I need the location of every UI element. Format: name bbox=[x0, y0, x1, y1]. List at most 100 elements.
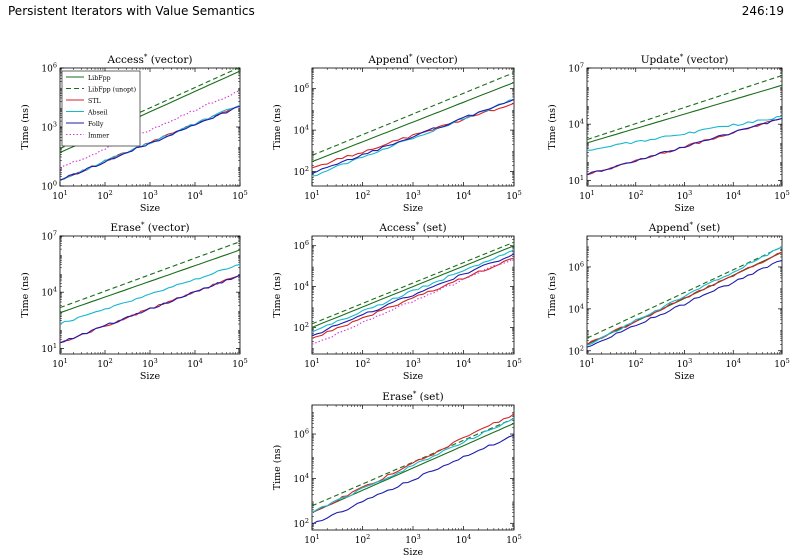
x-tick-label: 103 bbox=[677, 357, 693, 370]
x-tick-label: 103 bbox=[142, 189, 158, 202]
y-tick-label: 104 bbox=[568, 302, 584, 315]
y-tick-label: 102 bbox=[293, 321, 309, 334]
chart-append-vector: Append* (vector) 101 102 103 104 105 102 104 106… bbox=[272, 53, 522, 214]
y-tick-label: 107 bbox=[41, 230, 57, 243]
series-line-libfpp bbox=[59, 249, 241, 314]
legend-entry: STL bbox=[88, 98, 102, 105]
y-tick-label: 100 bbox=[41, 180, 57, 193]
series-line-folly bbox=[311, 253, 515, 337]
x-tick-label: 103 bbox=[405, 533, 421, 546]
x-tick-label: 102 bbox=[628, 357, 644, 370]
series-line-immer bbox=[59, 90, 241, 169]
legend: LibFpp LibFpp (unopt) STL Abseil Folly Immer bbox=[61, 70, 141, 147]
y-tick-label: 104 bbox=[41, 286, 57, 299]
x-tick-label: 102 bbox=[355, 189, 371, 202]
series-line-folly bbox=[311, 98, 515, 175]
x-tick-label: 102 bbox=[355, 357, 371, 370]
chart-title: Access* (vector) bbox=[107, 53, 193, 66]
x-tick-label: 101 bbox=[304, 533, 320, 546]
x-tick-label: 104 bbox=[456, 189, 472, 202]
x-tick-label: 101 bbox=[52, 189, 68, 202]
series-line-abseil bbox=[586, 115, 783, 151]
legend-entry: LibFpp bbox=[88, 75, 111, 82]
series-line-abseil bbox=[59, 263, 241, 325]
x-tick-label: 105 bbox=[774, 189, 790, 202]
y-tick-label: 102 bbox=[293, 165, 309, 178]
x-tick-label: 101 bbox=[304, 189, 320, 202]
x-tick-label: 103 bbox=[405, 357, 421, 370]
series-line-stl bbox=[311, 102, 515, 169]
x-tick-label: 102 bbox=[97, 189, 113, 202]
y-tick-label: 101 bbox=[41, 342, 57, 355]
x-tick-label: 103 bbox=[677, 189, 693, 202]
y-tick-label: 102 bbox=[568, 344, 584, 357]
series-line-libfpp-unopt bbox=[586, 74, 783, 141]
chart-title: Append* (set) bbox=[648, 221, 721, 234]
x-tick-label: 101 bbox=[52, 357, 68, 370]
x-axis-label: Size bbox=[403, 203, 424, 214]
legend-entry: Immer bbox=[88, 133, 110, 140]
y-axis-label: Time (ns) bbox=[20, 272, 31, 317]
series-line-folly bbox=[59, 105, 241, 181]
x-tick-label: 104 bbox=[456, 357, 472, 370]
x-tick-label: 104 bbox=[725, 357, 741, 370]
x-tick-label: 103 bbox=[142, 357, 158, 370]
chart-title: Erase* (vector) bbox=[110, 221, 189, 234]
y-tick-label: 106 bbox=[41, 62, 57, 75]
series-line-folly bbox=[586, 260, 783, 348]
y-tick-label: 104 bbox=[293, 472, 309, 485]
series-line-stl bbox=[311, 257, 515, 339]
series-line-libfpp-unopt bbox=[311, 417, 515, 507]
chart-title: Append* (vector) bbox=[367, 53, 457, 66]
series-line-libfpp-unopt bbox=[59, 241, 241, 309]
y-axis-label: Time (ns) bbox=[272, 445, 283, 490]
plot-frame bbox=[59, 235, 241, 355]
y-tick-label: 102 bbox=[293, 517, 309, 530]
series-line-folly bbox=[59, 274, 241, 344]
y-tick-label: 106 bbox=[293, 82, 309, 95]
chart-access-set: Access* (set) 101 102 103 104 105 102 104 106 Siz… bbox=[272, 221, 522, 382]
y-tick-label: 104 bbox=[293, 124, 309, 137]
y-tick-label: 104 bbox=[568, 118, 584, 131]
legend-entry: LibFpp (unopt) bbox=[88, 87, 136, 94]
chart-append-set: Append* (set)101 102 103 104 105102104106Siz… bbox=[547, 221, 790, 382]
series-line-abseil bbox=[586, 246, 783, 346]
x-axis-label: Size bbox=[674, 371, 695, 382]
y-tick-label: 103 bbox=[41, 121, 57, 134]
y-axis-label: Time (ns) bbox=[547, 104, 558, 149]
series-line-abseil bbox=[59, 104, 241, 181]
series-line-libfpp bbox=[311, 81, 515, 163]
legend-entry: Abseil bbox=[87, 110, 108, 117]
series-line-libfpp-unopt bbox=[311, 72, 515, 156]
x-tick-label: 104 bbox=[187, 357, 203, 370]
chart-access-vector: Access* (vector) 101 102 103 104 105 100 103 106… bbox=[20, 53, 248, 214]
x-tick-label: 105 bbox=[506, 189, 522, 202]
plot-frame bbox=[311, 67, 515, 187]
series-line-abseil bbox=[311, 249, 515, 333]
legend-box bbox=[61, 70, 141, 147]
y-axis-label: Time (ns) bbox=[272, 104, 283, 149]
x-axis-label: Size bbox=[140, 371, 161, 382]
y-tick-label: 106 bbox=[293, 428, 309, 441]
page-header: Persistent Iterators with Value Semantic… bbox=[8, 4, 784, 22]
y-tick-label: 106 bbox=[568, 260, 584, 273]
x-tick-label: 104 bbox=[456, 533, 472, 546]
series-line-libfpp bbox=[311, 422, 515, 514]
y-axis-label: Time (ns) bbox=[272, 272, 283, 317]
x-tick-label: 102 bbox=[355, 533, 371, 546]
series-line-abseil bbox=[311, 417, 515, 514]
chart-title: Erase* (set) bbox=[382, 390, 443, 403]
x-tick-label: 105 bbox=[232, 357, 248, 370]
x-tick-label: 104 bbox=[725, 189, 741, 202]
series-line-libfpp-unopt bbox=[586, 246, 783, 339]
plot-frame bbox=[311, 235, 515, 355]
series-line-folly bbox=[311, 434, 515, 525]
page-number: 246:19 bbox=[741, 4, 784, 18]
legend-entry: Folly bbox=[88, 121, 104, 128]
x-tick-label: 102 bbox=[97, 357, 113, 370]
x-tick-label: 102 bbox=[628, 189, 644, 202]
x-tick-label: 104 bbox=[187, 189, 203, 202]
series-line-stl bbox=[586, 251, 783, 345]
y-tick-label: 106 bbox=[293, 239, 309, 252]
